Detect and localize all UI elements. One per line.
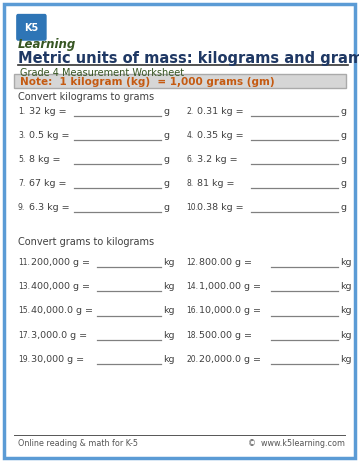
Text: 2.: 2. [187, 106, 194, 116]
Text: 15.: 15. [18, 306, 30, 315]
Text: 30,000 g =: 30,000 g = [31, 354, 84, 363]
Text: 0.35 kg =: 0.35 kg = [197, 131, 244, 140]
Text: kg: kg [340, 330, 352, 339]
Text: kg: kg [340, 258, 352, 267]
Text: Note:  1 kilogram (kg)  = 1,000 grams (gm): Note: 1 kilogram (kg) = 1,000 grams (gm) [20, 77, 274, 87]
Text: 800.00 g =: 800.00 g = [199, 258, 252, 267]
Text: 9.: 9. [18, 203, 25, 212]
Text: 17.: 17. [18, 330, 30, 339]
Text: g: g [340, 106, 346, 116]
FancyBboxPatch shape [14, 75, 346, 89]
Text: g: g [163, 155, 169, 164]
Text: 0.38 kg =: 0.38 kg = [197, 203, 244, 212]
Text: g: g [340, 179, 346, 188]
Text: 81 kg =: 81 kg = [197, 179, 235, 188]
Text: 3,000.0 g =: 3,000.0 g = [31, 330, 87, 339]
Text: ©  www.k5learning.com: © www.k5learning.com [248, 438, 345, 447]
Text: Online reading & math for K-5: Online reading & math for K-5 [18, 438, 138, 447]
Text: 16.: 16. [187, 306, 199, 315]
Text: kg: kg [340, 282, 352, 291]
Text: 1,000.00 g =: 1,000.00 g = [199, 282, 261, 291]
Text: kg: kg [163, 258, 175, 267]
Text: kg: kg [163, 354, 175, 363]
Text: 20.: 20. [187, 354, 199, 363]
Text: kg: kg [163, 306, 175, 315]
Text: Convert grams to kilograms: Convert grams to kilograms [18, 237, 154, 247]
Text: kg: kg [340, 354, 352, 363]
Text: 0.31 kg =: 0.31 kg = [197, 106, 244, 116]
Text: 14.: 14. [187, 282, 199, 291]
Text: 6.: 6. [187, 155, 194, 164]
Text: g: g [340, 131, 346, 140]
Text: K5: K5 [24, 23, 39, 33]
Text: Metric units of mass: kilograms and grams: Metric units of mass: kilograms and gram… [18, 51, 359, 66]
Text: 8 kg =: 8 kg = [29, 155, 60, 164]
Text: 4.: 4. [187, 131, 194, 140]
Text: kg: kg [163, 330, 175, 339]
FancyBboxPatch shape [4, 5, 355, 458]
Text: 500.00 g =: 500.00 g = [199, 330, 252, 339]
Text: g: g [163, 106, 169, 116]
Text: 0.5 kg =: 0.5 kg = [29, 131, 69, 140]
Text: Convert kilograms to grams: Convert kilograms to grams [18, 92, 154, 102]
Text: 5.: 5. [18, 155, 25, 164]
Text: g: g [340, 155, 346, 164]
Text: 67 kg =: 67 kg = [29, 179, 66, 188]
Text: 3.2 kg =: 3.2 kg = [197, 155, 238, 164]
Text: 3.: 3. [18, 131, 25, 140]
Text: 13.: 13. [18, 282, 30, 291]
Text: 8.: 8. [187, 179, 194, 188]
Text: Learning: Learning [18, 38, 76, 50]
Text: 1.: 1. [18, 106, 25, 116]
Text: g: g [163, 203, 169, 212]
Text: 7.: 7. [18, 179, 25, 188]
Text: kg: kg [163, 282, 175, 291]
Text: g: g [163, 131, 169, 140]
Text: 12.: 12. [187, 258, 199, 267]
Text: 19.: 19. [18, 354, 30, 363]
Text: Grade 4 Measurement Worksheet: Grade 4 Measurement Worksheet [20, 68, 184, 78]
Text: 20,000.0 g =: 20,000.0 g = [199, 354, 261, 363]
Text: 10.: 10. [187, 203, 199, 212]
Text: g: g [163, 179, 169, 188]
FancyBboxPatch shape [16, 15, 47, 42]
Text: 6.3 kg =: 6.3 kg = [29, 203, 69, 212]
Text: g: g [340, 203, 346, 212]
Text: 200,000 g =: 200,000 g = [31, 258, 89, 267]
Text: 18.: 18. [187, 330, 199, 339]
Text: 10,000.0 g =: 10,000.0 g = [199, 306, 261, 315]
Text: 400,000 g =: 400,000 g = [31, 282, 89, 291]
Text: 11.: 11. [18, 258, 30, 267]
Text: kg: kg [340, 306, 352, 315]
Text: 32 kg =: 32 kg = [29, 106, 66, 116]
Text: 40,000.0 g =: 40,000.0 g = [31, 306, 93, 315]
